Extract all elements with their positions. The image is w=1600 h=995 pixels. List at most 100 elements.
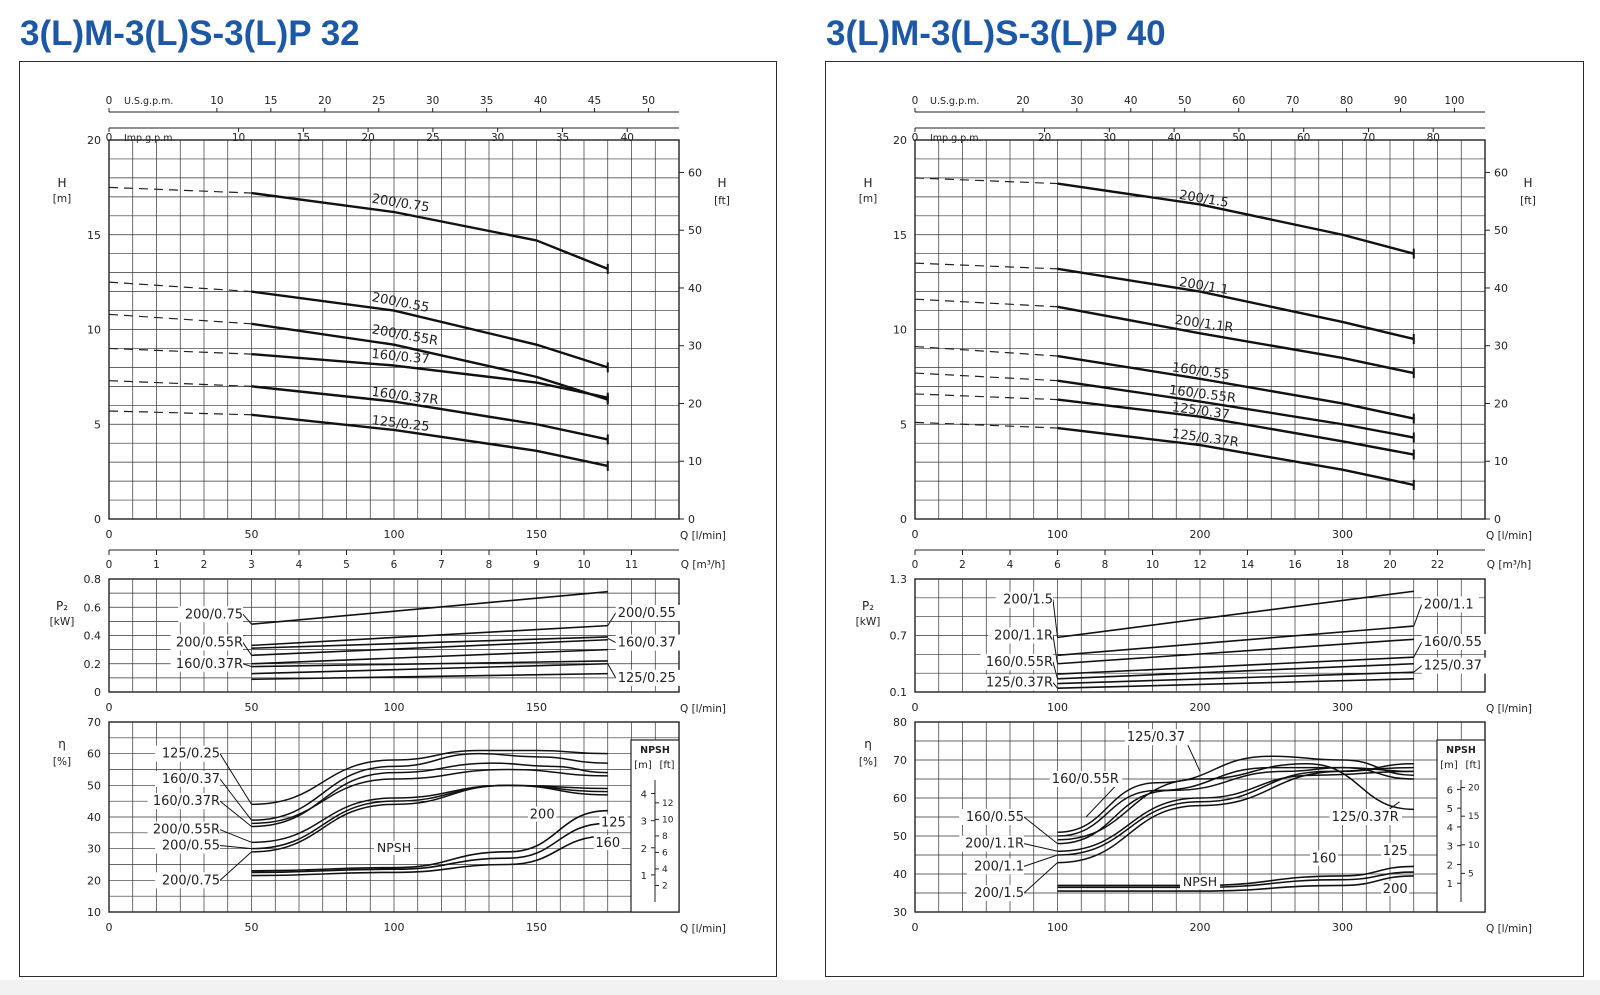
head-curve-label-200-0-55r: 200/0.55R xyxy=(370,322,439,349)
m3h-tick-label: 0 xyxy=(106,559,113,571)
usgpm-tick-label: 40 xyxy=(1124,95,1137,107)
eff-y-tick-label: 20 xyxy=(87,874,101,887)
chart-title-left: 3(L)M-3(L)S-3(L)P 32 xyxy=(20,14,360,53)
head-y-tick-label: 20 xyxy=(87,134,101,147)
head-ft-axis-unit: [ft] xyxy=(1520,195,1536,207)
power-label-200-1-5: 200/1.5 xyxy=(1003,593,1053,608)
npsh-m-tick-label: 1 xyxy=(641,871,647,882)
eff-y-tick-label: 40 xyxy=(893,868,907,881)
usgpm-tick-label: 30 xyxy=(426,95,439,107)
impgpm-tick-label: 70 xyxy=(1362,132,1375,144)
npsh-side-label-bg-160 xyxy=(593,835,622,851)
head-y-axis-label: H xyxy=(57,176,66,190)
eff-leader-160-0-37 xyxy=(219,778,252,821)
impgpm-tick-label: 10 xyxy=(232,132,245,144)
eff-curve-200-1-1r xyxy=(1057,770,1414,852)
power-x-tick-label: 0 xyxy=(912,701,919,714)
eff-curve-125-0-37r xyxy=(1057,763,1414,841)
power-curve-unnamed-7 xyxy=(251,672,608,681)
head-curve-dashed-160-0-55 xyxy=(914,345,1058,357)
head-curve-160-0-37 xyxy=(251,352,608,399)
eff-y-tick-label: 70 xyxy=(893,754,907,767)
usgpm-tick-label: 0 xyxy=(106,95,113,107)
head-x-tick-label: 50 xyxy=(245,528,259,541)
eff-curve-200-1-5 xyxy=(1057,763,1414,864)
head-curve-200-0-55r xyxy=(251,322,609,401)
usgpm-tick-label: 100 xyxy=(1444,95,1464,107)
power-x-tick-label: 300 xyxy=(1332,701,1353,714)
eff-y-axis-label: η xyxy=(58,737,66,751)
npsh-axis-title: NPSH xyxy=(640,745,670,756)
eff-curve-125-0-25 xyxy=(251,749,608,806)
npsh-m-tick-label: 3 xyxy=(641,817,647,828)
eff-curve-160-0-55r xyxy=(1057,766,1414,837)
power-leader-200-1-1 xyxy=(1413,604,1423,627)
power-leader-160-0-55r xyxy=(1052,661,1058,679)
m3h-tick-label: 5 xyxy=(343,559,350,571)
usgpm-tick-label: 35 xyxy=(480,95,493,107)
eff-leader-200-0-55r xyxy=(219,829,252,843)
power-label-125-0-37-bg xyxy=(1421,657,1487,674)
head-y-tick-label: 0 xyxy=(94,513,101,526)
eff-label-125-0-37r-bg xyxy=(1329,809,1402,825)
power-label-200-1-1r: 200/1.1R xyxy=(994,629,1053,644)
npsh-axis-title: NPSH xyxy=(1446,745,1476,756)
impgpm-tick-label: 0 xyxy=(106,132,113,144)
npsh-m-tick-label: 4 xyxy=(1447,823,1453,834)
eff-leader-125-0-37 xyxy=(1185,740,1201,772)
impgpm-tick-label: 30 xyxy=(491,132,504,144)
head-curve-200-1-5 xyxy=(1057,182,1415,255)
chart-svg-left: 0 10 15 20 25 30 35 40 45 50U.S.g.p.m.0 10 15 20 25 30… xyxy=(50,95,730,935)
npsh-axis-unit-m: [m] xyxy=(634,760,652,771)
head-curve-200-1-1 xyxy=(1057,267,1415,341)
m3h-tick-label: 7 xyxy=(438,559,445,571)
impgpm-tick-label: 0 xyxy=(912,132,919,144)
head-ft-tick-label: 30 xyxy=(688,340,702,353)
chart-panel-right: 0 20 30 40 50 60 70 80 90 100 U.S.g.p.m. 0 20 30 40 50 6… xyxy=(825,61,1584,977)
head-x-axis-label: Q [l/min] xyxy=(680,530,726,542)
power-label-160-0-37-bg xyxy=(615,634,681,651)
head-ft-tick-label: 20 xyxy=(1494,397,1508,410)
eff-y-tick-label: 30 xyxy=(893,906,907,919)
usgpm-tick-label: 10 xyxy=(210,95,223,107)
power-curve-200-1-1r xyxy=(1057,638,1414,665)
power-label-160-0-37r: 160/0.37R xyxy=(176,657,243,672)
npsh-m-tick-label: 5 xyxy=(1447,804,1453,815)
power-label-160-0-55-bg xyxy=(1421,634,1487,651)
usgpm-tick-label: 50 xyxy=(642,95,655,107)
head-y-tick-label: 10 xyxy=(893,324,907,337)
power-x-tick-label: 100 xyxy=(384,701,405,714)
power-leader-160-0-55 xyxy=(1413,641,1423,658)
head-curve-label-125-0-25: 125/0.25 xyxy=(371,413,430,435)
head-x-tick-label: 0 xyxy=(106,528,113,541)
head-y-tick-label: 20 xyxy=(893,134,907,147)
eff-curve-200-0-55 xyxy=(251,784,608,850)
eff-label-200-1-1-bg xyxy=(966,858,1024,875)
m3h-tick-label: 14 xyxy=(1241,559,1255,571)
usgpm-tick-label: 15 xyxy=(264,95,277,107)
npsh-ft-tick-label: 5 xyxy=(1468,869,1474,879)
head-x-tick-label: 100 xyxy=(384,528,405,541)
head-curve-dashed-160-0-55r xyxy=(914,372,1058,382)
impgpm-tick-label: 50 xyxy=(1232,132,1245,144)
m3h-tick-label: 10 xyxy=(577,559,590,571)
head-y-tick-label: 15 xyxy=(87,229,101,242)
power-label-125-0-37r: 125/0.37R xyxy=(986,676,1053,691)
power-leader-160-0-37 xyxy=(607,637,616,644)
eff-x-tick-label: 200 xyxy=(1190,921,1211,934)
power-x-tick-label: 200 xyxy=(1190,701,1211,714)
eff-y-tick-label: 30 xyxy=(87,843,101,856)
npsh-side-label-160: 160 xyxy=(595,836,620,851)
eff-label-200-0-55r-bg xyxy=(147,821,220,838)
npsh-ft-tick-label: 20 xyxy=(1468,784,1480,794)
power-y-tick-label: 0.2 xyxy=(84,658,102,671)
npsh-curve-125 xyxy=(1057,865,1414,887)
eff-label-160-0-55: 160/0.55 xyxy=(966,810,1024,825)
npsh-ft-tick-label: 15 xyxy=(1468,812,1479,822)
head-curve-label-200-1-1r: 200/1.1R xyxy=(1174,313,1234,336)
head-ft-tick-label: 30 xyxy=(1494,340,1508,353)
power-y-tick-label: 0.1 xyxy=(890,686,908,699)
usgpm-tick-label: 0 xyxy=(912,95,919,107)
npsh-ft-tick-label: 4 xyxy=(662,865,668,875)
head-ft-tick-label: 20 xyxy=(688,397,702,410)
